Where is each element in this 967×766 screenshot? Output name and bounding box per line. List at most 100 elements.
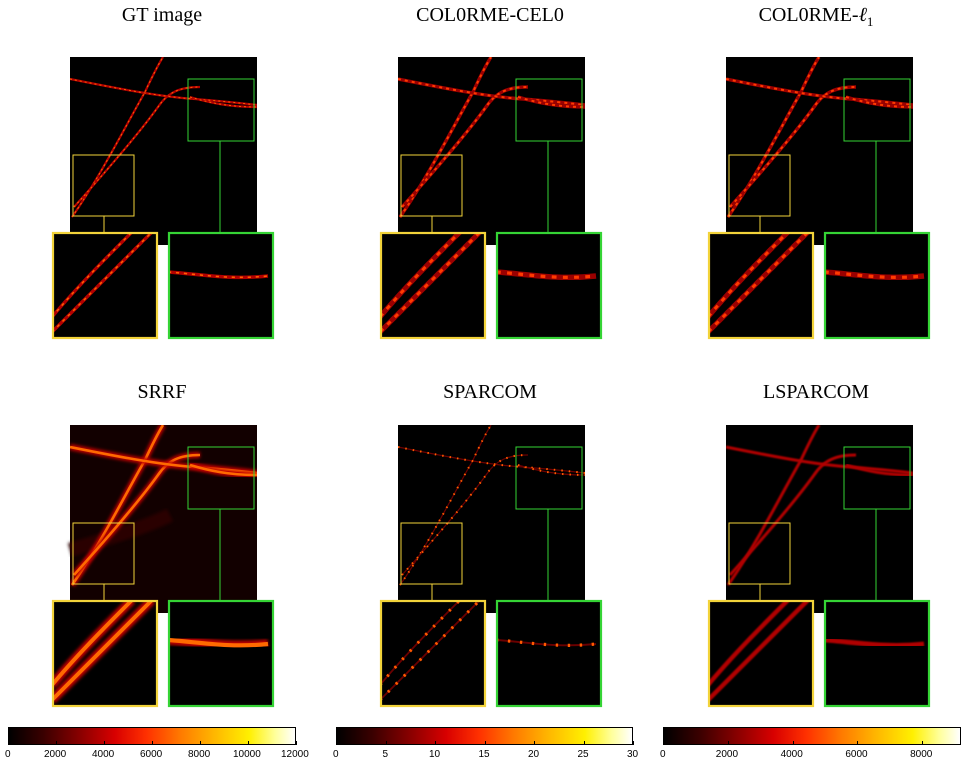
colorbar-tick [385, 741, 387, 745]
panel-title-cel0: COL0RME-CEL0 [416, 4, 564, 26]
colorbar-tick-label: 10 [429, 749, 441, 760]
colorbar-tick [336, 741, 337, 745]
green-inset [823, 231, 931, 340]
colorbar-tick [435, 741, 436, 745]
colorbar-tick [296, 741, 297, 745]
green-inset-bg [496, 232, 602, 339]
colorbar-tick-label: 2000 [715, 749, 739, 760]
green-roi-box [843, 446, 911, 510]
colorbar-tick-label: 10000 [233, 749, 261, 760]
image-background [398, 425, 585, 613]
yellow-inset [707, 599, 815, 708]
ell-symbol: ℓ [858, 4, 867, 26]
yellow-inset [51, 599, 159, 708]
yellow-inset-border [707, 231, 815, 340]
yellow-inset-filament-a [382, 602, 480, 700]
yellow-inset-bg [380, 232, 486, 339]
panel-title-gt: GT image [121, 4, 203, 26]
colorbar-tick-label: 4000 [92, 749, 115, 760]
filament-3 [398, 446, 585, 474]
yellow-inset [379, 599, 487, 708]
main-image [67, 425, 257, 613]
yellow-inset [707, 231, 815, 340]
colorbar-tick [152, 741, 153, 745]
green-inset-border [823, 231, 931, 340]
green-roi-box [515, 78, 583, 142]
colorbar-tick [633, 741, 634, 745]
green-inset [167, 599, 275, 708]
yellow-inset-border [379, 599, 487, 708]
green-inset [495, 599, 603, 708]
green-inset-border [167, 599, 275, 708]
colorbar-tick [56, 741, 57, 745]
panel-srrf [50, 425, 280, 710]
colorbar-tick-label: 20 [528, 749, 540, 760]
main-image [726, 57, 913, 245]
filament-2 [400, 85, 529, 209]
panel-gt [50, 57, 280, 342]
yellow-inset-border [379, 231, 487, 340]
green-inset-bg [824, 232, 930, 339]
background-haze [67, 508, 174, 557]
colorbar-tick [663, 741, 664, 745]
yellow-inset-border [707, 599, 815, 708]
filament-4 [845, 95, 913, 109]
filament-3 [70, 77, 257, 107]
main-image [398, 57, 585, 245]
filament-3 [726, 445, 913, 475]
green-inset-bg [168, 600, 274, 707]
yellow-inset-border [51, 231, 159, 340]
colorbar-tick-label: 12000 [281, 749, 309, 760]
green-inset-border [495, 599, 603, 708]
green-inset-filament [826, 637, 925, 648]
colorbar-tick-label: 6000 [845, 749, 868, 760]
image-background [398, 57, 585, 245]
green-inset [167, 231, 275, 340]
colorbar-tick [857, 741, 859, 745]
yellow-inset-filament-a [710, 602, 810, 702]
colorbar-tick-label: 2000 [44, 749, 67, 760]
colorbar-tick-label: 25 [577, 749, 589, 760]
green-inset-border [495, 231, 603, 340]
main-image [398, 425, 585, 613]
yellow-inset-filament-a [54, 234, 153, 333]
colorbar-tick-label: 8000 [188, 749, 211, 760]
green-inset-border [167, 231, 275, 340]
colorbar-tick-label: 6000 [140, 749, 163, 760]
green-inset [823, 599, 931, 708]
colorbar-tick-label: 15 [478, 749, 490, 760]
colorbar-tick-label: 30 [627, 749, 639, 760]
green-roi-box [187, 78, 255, 142]
colorbar-3 [663, 727, 961, 745]
yellow-inset-border [51, 599, 159, 708]
green-inset-bg [824, 600, 930, 707]
panel-title-srrf: SRRF [137, 381, 187, 403]
main-image [70, 57, 257, 245]
panel-title-sparcom: SPARCOM [443, 381, 537, 403]
panel-title-lsparcom: LSPARCOM [763, 381, 869, 403]
colorbar-tick [792, 741, 794, 745]
colorbar-tick [583, 741, 585, 745]
image-background [70, 57, 257, 245]
panel-title-l1: COL0RME-ℓ1 [758, 4, 874, 29]
green-inset-bg [168, 232, 274, 339]
colorbar-tick [104, 741, 105, 745]
panel-cel0 [378, 57, 608, 342]
green-inset-filament [498, 639, 597, 647]
main-image [726, 425, 913, 613]
colorbar-tick-label: 4000 [780, 749, 803, 760]
filament-2 [728, 85, 857, 209]
panel-lsparcom [706, 425, 936, 710]
green-inset-border [823, 599, 931, 708]
image-background [726, 57, 913, 245]
filament-2 [728, 453, 857, 577]
yellow-inset [379, 231, 487, 340]
colorbar-tick-label: 5 [382, 749, 389, 760]
green-inset-bg [496, 600, 602, 707]
yellow-inset-bg [708, 600, 814, 707]
colorbar-tick [922, 741, 924, 745]
colorbar-tick [727, 741, 729, 745]
green-roi-box [515, 446, 583, 510]
colorbar-tick-label: 0 [5, 749, 11, 760]
colorbar-tick-label: 0 [660, 749, 666, 760]
